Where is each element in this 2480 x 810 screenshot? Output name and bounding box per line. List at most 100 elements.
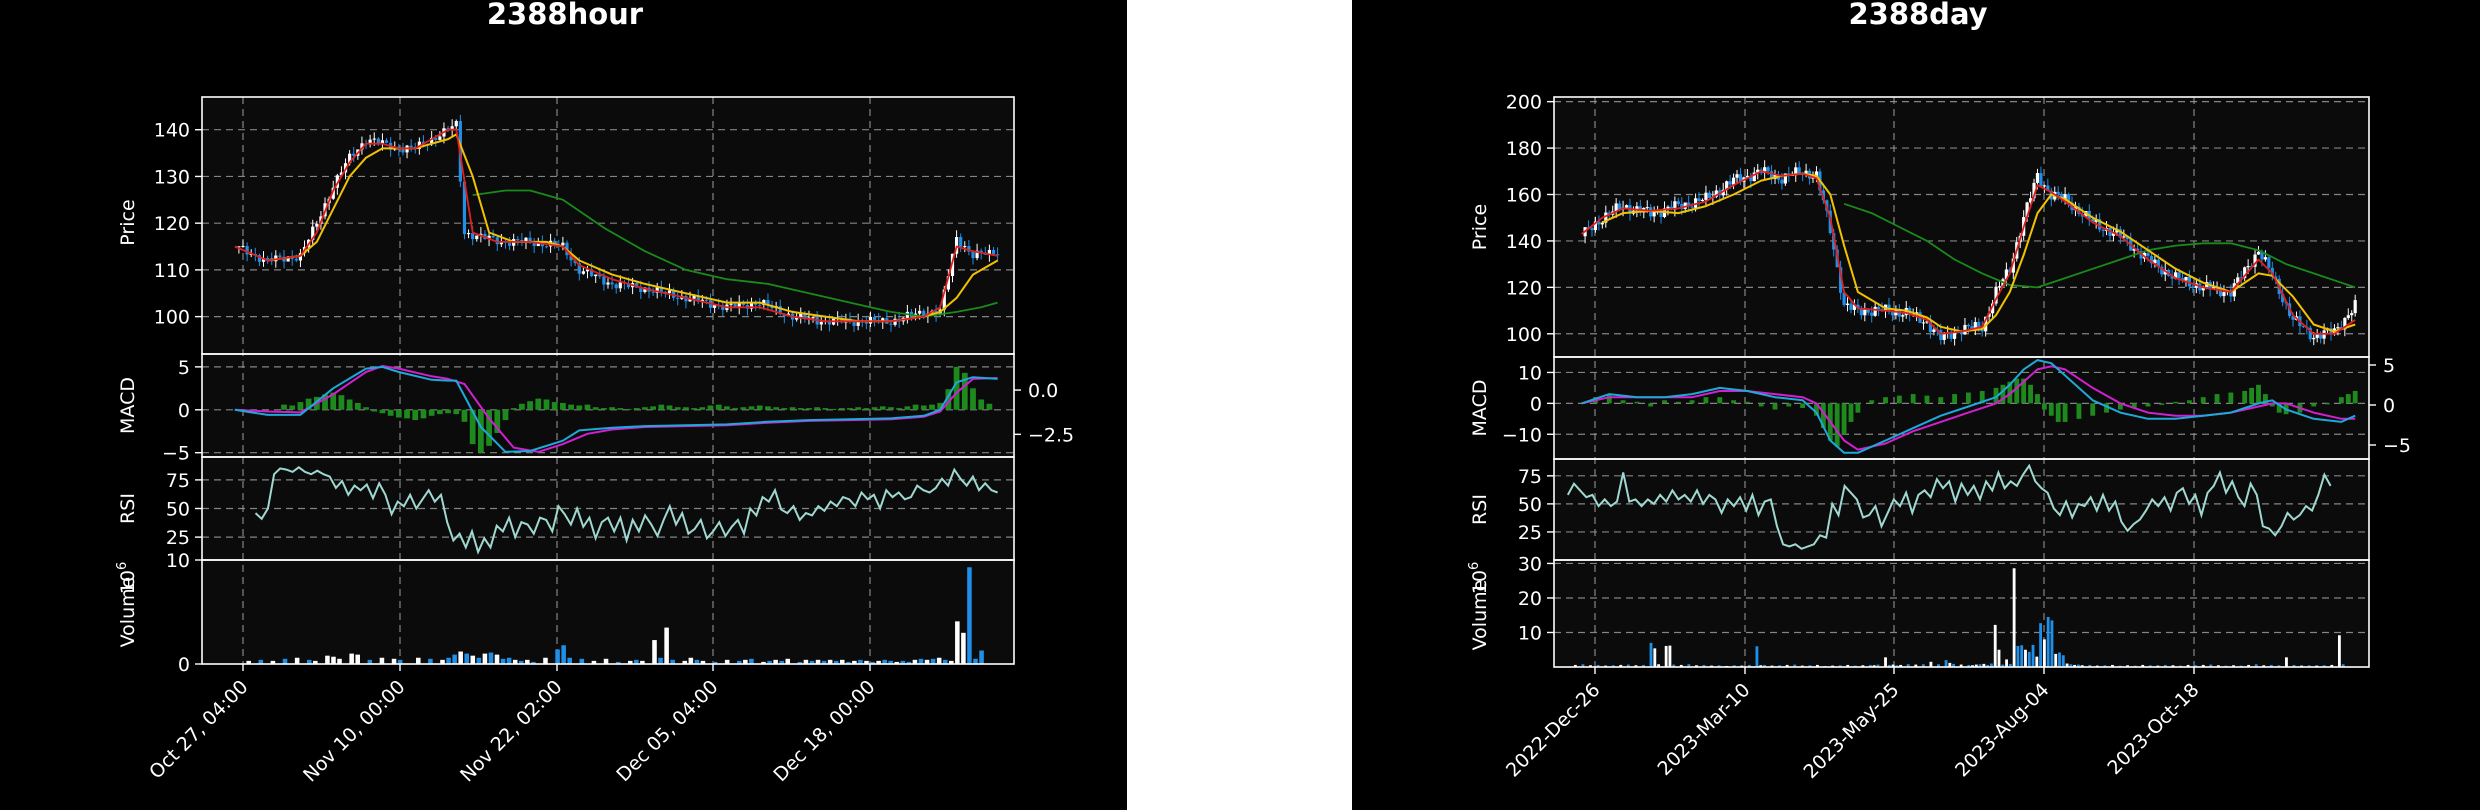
macd-histogram-bar: [420, 409, 427, 419]
volume-bar: [1642, 664, 1645, 667]
candle-body: [1859, 308, 1863, 316]
macd-histogram-bar: [2000, 384, 2006, 404]
candle-body: [2246, 266, 2250, 268]
ma-red-line: [1581, 170, 2356, 335]
volume-bar: [664, 627, 669, 664]
macd-right-tick-label: 5: [2383, 355, 2395, 377]
volume-bar: [367, 659, 373, 664]
macd-histogram-bar: [1772, 403, 1778, 410]
volume-bar: [440, 659, 445, 664]
macd-histogram-bar: [2014, 378, 2020, 404]
volume-bar: [349, 653, 354, 664]
macd-right-tick-label: −5: [2383, 435, 2411, 457]
macd-histogram-bar: [929, 404, 935, 410]
candle-body: [2170, 275, 2174, 279]
x-tick-label: Nov 22, 02:00: [456, 676, 566, 786]
candle-body: [639, 287, 643, 293]
candle-body: [331, 187, 335, 199]
macd-histogram-bar: [322, 394, 328, 410]
candle-body: [1635, 206, 1639, 211]
macd-histogram-bar: [1820, 403, 1826, 429]
volume-bar: [313, 660, 318, 664]
candle-body: [589, 269, 594, 277]
macd-histogram-bar: [461, 409, 468, 422]
macd-histogram-bar: [1965, 392, 1971, 404]
hourly-chart-svg: 2388hour 100110120130140−505−2.50.025507…: [115, 0, 1074, 786]
volume-bar: [2232, 665, 2235, 667]
macd-tick-label: 5: [178, 357, 190, 379]
volume-bar: [1717, 665, 1721, 667]
volume-bar: [1657, 664, 1661, 667]
candle-body: [1994, 286, 1998, 304]
chart-panel-hourly: 2388hour 100 110 120 130 140 −5 0 5 −2.5 0.0 25 50 7…: [0, 0, 1127, 810]
macd-histogram-bar: [2048, 403, 2054, 416]
volume-bar: [827, 659, 833, 664]
macd-histogram-bar: [830, 408, 837, 410]
volume-bar: [306, 659, 312, 664]
volume-tick-label: 0: [178, 654, 190, 676]
macd-histogram-bar: [1883, 397, 1888, 404]
macd-histogram-bar: [576, 405, 583, 410]
price-axis-label: Price: [1469, 204, 1491, 250]
macd-histogram-bar: [2214, 394, 2220, 404]
volume-bar: [930, 658, 936, 664]
candle-body: [672, 290, 676, 298]
macd-right-tick-label: −2.5: [1028, 424, 1074, 446]
candle-body: [1977, 322, 1981, 328]
volume-bar: [2020, 645, 2024, 667]
candle-body: [2039, 173, 2043, 186]
candle-body: [987, 249, 991, 255]
macd-histogram-bar: [724, 406, 730, 410]
candle-body: [610, 282, 614, 285]
candle-body: [2312, 337, 2316, 340]
volume-bar: [2061, 655, 2065, 667]
candle-body: [384, 140, 389, 143]
candle-body: [532, 242, 536, 247]
volume-bar: [1634, 665, 1638, 667]
candle-body: [692, 295, 696, 299]
candle-body: [1704, 192, 1708, 200]
volume-bar: [615, 661, 621, 664]
volume-bar: [2194, 665, 2198, 667]
candle-body: [840, 317, 844, 323]
candle-body: [1735, 174, 1739, 178]
macd-histogram-bar: [2041, 403, 2047, 410]
candle-body: [729, 303, 733, 305]
macd-histogram-bar: [1855, 403, 1861, 413]
candle-body: [1604, 212, 1608, 223]
candle-body: [1745, 175, 1749, 178]
macd-histogram-bar: [2269, 403, 2275, 407]
volume-multiplier-label: 106: [115, 562, 139, 594]
candle-body: [1942, 332, 1946, 340]
volume-bar: [882, 659, 887, 664]
volume-bar: [2069, 664, 2073, 667]
price-tick-label: 180: [1506, 138, 1542, 160]
macd-histogram-bar: [305, 398, 312, 410]
candle-body: [376, 138, 380, 144]
volume-bar: [1914, 664, 1918, 667]
volume-bar: [2111, 664, 2114, 667]
candle-body: [2101, 229, 2105, 231]
candle-body: [1590, 228, 1594, 231]
candle-body: [1845, 303, 1850, 305]
price-panel-background: [202, 97, 1014, 354]
candle-body: [2004, 269, 2008, 280]
candle-body: [1949, 332, 1953, 339]
candle-body: [2118, 229, 2122, 238]
rsi-axis-label: RSI: [1469, 494, 1491, 525]
volume-bar: [694, 659, 700, 664]
candle-body: [959, 236, 963, 247]
volume-bar: [2001, 664, 2005, 667]
macd-histogram-bar: [404, 409, 410, 419]
candle-body: [922, 310, 926, 317]
candle-body: [1600, 222, 1604, 225]
chart-panel-daily: 2388day 100 120 140 160 180 200 −10 0 10 −5 0 5 25 50…: [1352, 0, 2480, 810]
macd-histogram-bar: [617, 408, 624, 410]
macd-histogram-bar: [781, 408, 788, 410]
macd-histogram-bar: [1979, 391, 1985, 404]
price-tick-label: 140: [154, 120, 190, 142]
candle-body: [721, 305, 725, 310]
volume-bar: [858, 659, 863, 664]
volume-bar: [2088, 664, 2092, 667]
macd-axis-label: MACD: [117, 377, 139, 434]
